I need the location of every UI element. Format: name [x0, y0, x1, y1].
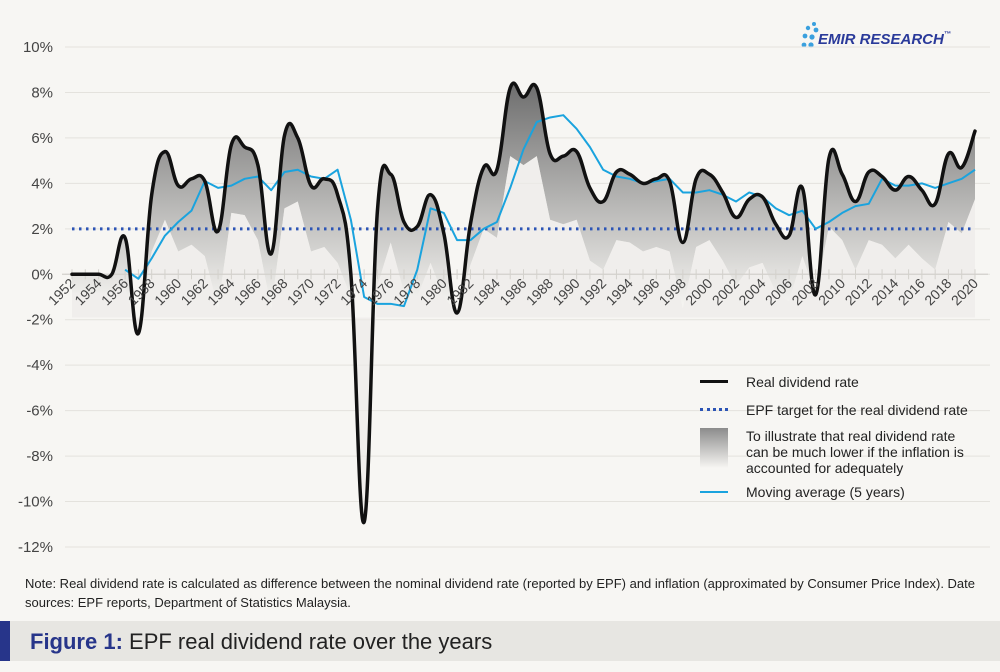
real-dividend-line — [70, 81, 977, 524]
y-tick-label: 10% — [23, 39, 53, 56]
y-tick-label: 4% — [31, 175, 53, 192]
chart: 10%8%6%4%2%0%-2%-4%-6%-8%-10%-12% 195219… — [18, 39, 990, 556]
caption-bar: Figure 1: EPF real dividend rate over th… — [0, 621, 1000, 661]
real-dividend — [70, 81, 977, 524]
legend-key-gradient — [700, 428, 728, 468]
band-area — [72, 83, 975, 523]
band-lower-fade — [72, 156, 975, 522]
y-tick-label: -8% — [26, 448, 53, 465]
legend-key-dotted-line — [700, 408, 728, 411]
logo-dots-icon — [801, 22, 819, 48]
moving-average — [124, 114, 976, 308]
legend-item-band: To illustrate that real dividend rate ca… — [700, 428, 1000, 476]
y-axis-ticks: 10% 8% 6% 4% 2% 0% -2% -4% -6% -8% -10% -12% — [18, 39, 53, 556]
y-tick-label: 0% — [31, 266, 53, 283]
caption-text: EPF real dividend rate over the years — [122, 629, 493, 654]
caption-accent — [0, 621, 10, 661]
y-tick-label: 8% — [31, 84, 53, 101]
y-tick-label: -4% — [26, 357, 53, 374]
figure-caption: Figure 1: EPF real dividend rate over th… — [30, 629, 492, 655]
legend: Real dividend rate EPF target for the re… — [700, 374, 1000, 508]
legend-key-black-line — [700, 380, 728, 383]
legend-item-moving-average: Moving average (5 years) — [700, 484, 1000, 500]
shaded-band — [72, 83, 975, 523]
legend-item-target: EPF target for the real dividend rate — [700, 402, 1000, 418]
legend-item-real-dividend: Real dividend rate — [700, 374, 1000, 390]
y-tick-label: 2% — [31, 221, 53, 238]
chart-note: Note: Real dividend rate is calculated a… — [25, 576, 975, 610]
y-tick-label: 6% — [31, 130, 53, 147]
caption-prefix: Figure 1: — [30, 629, 123, 654]
logo-text: EMIR RESEARCH™ — [818, 31, 951, 48]
legend-key-blue-line — [700, 491, 728, 493]
y-tick-label: -2% — [26, 312, 53, 329]
y-tick-label: -12% — [18, 539, 53, 556]
y-tick-label: -10% — [18, 494, 53, 511]
y-tick-label: -6% — [26, 403, 53, 420]
